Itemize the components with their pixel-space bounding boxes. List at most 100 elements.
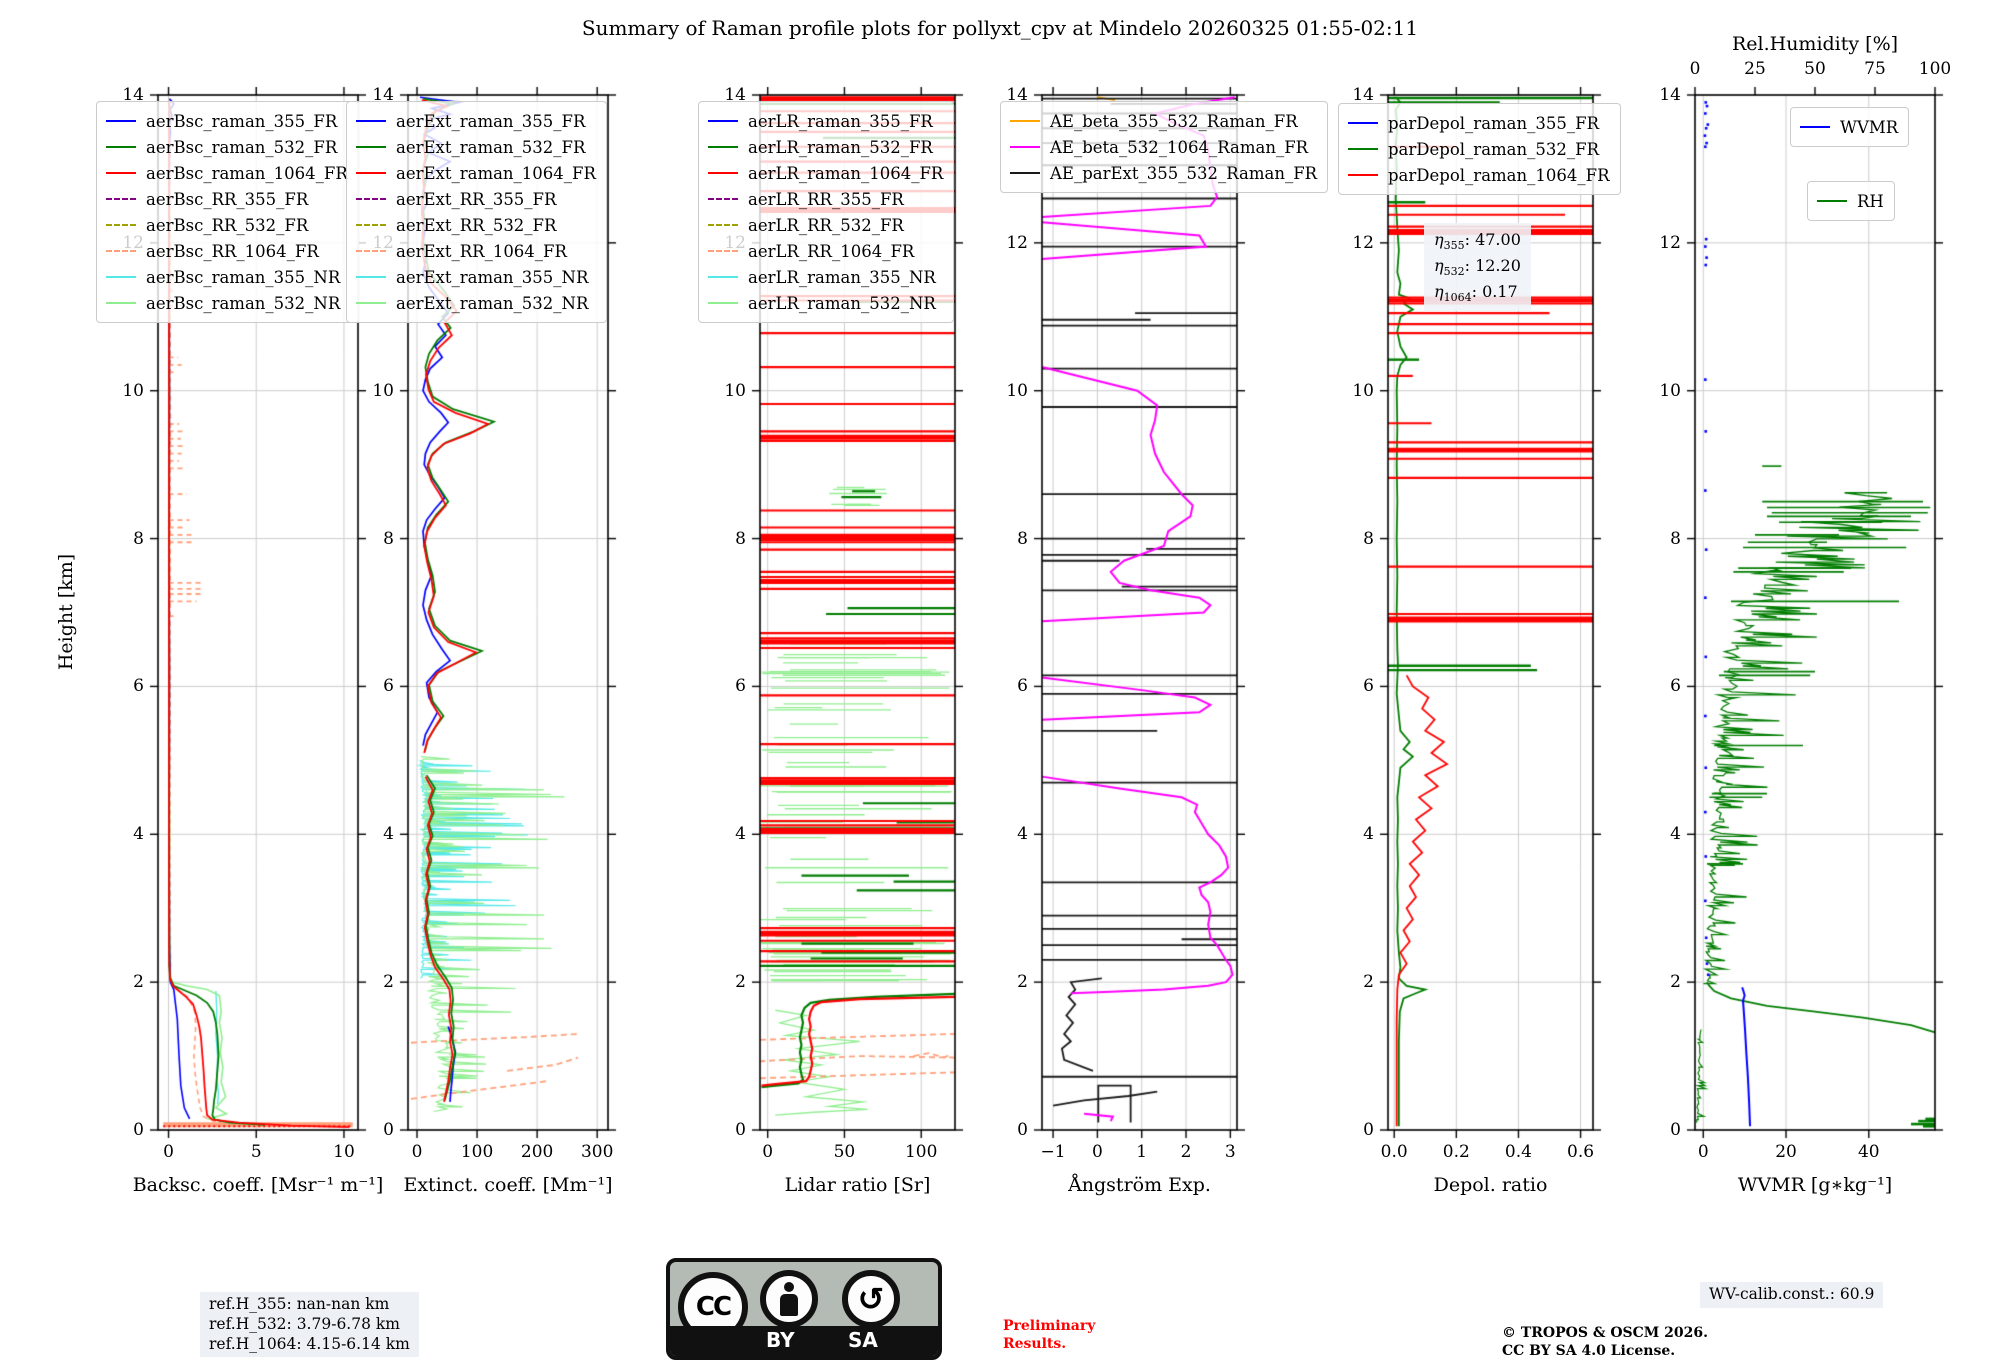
x-tick-label: 0.0: [1380, 1142, 1408, 1162]
y-tick-label: 6: [1363, 676, 1374, 697]
legend-line-swatch: [708, 146, 738, 148]
y-tick-label: 12: [1352, 232, 1374, 253]
legend-line-swatch: [356, 302, 386, 304]
x-tick-label: 50: [833, 1142, 856, 1162]
legend-line-swatch: [708, 198, 738, 200]
share-alike-arrow-glyph: ↺: [857, 1280, 885, 1318]
legend-line-swatch: [356, 120, 386, 122]
x-tick-label: 0.6: [1567, 1142, 1595, 1162]
x-tick-label: 2: [1180, 1142, 1192, 1162]
x-axis-label-depol: Depol. ratio: [1433, 1174, 1548, 1196]
cc-license-badge[interactable]: CC ↺ BY SA: [666, 1258, 942, 1360]
legend-line-swatch: [356, 224, 386, 226]
legend-label: parDepol_raman_355_FR: [1388, 113, 1600, 133]
legend-label: aerBsc_raman_1064_FR: [146, 163, 348, 183]
cc-by-label: BY: [766, 1328, 795, 1352]
top-tick-label: 100: [1918, 59, 1952, 79]
legend-label: aerLR_raman_1064_FR: [748, 163, 944, 183]
y-tick-label: 8: [1017, 528, 1028, 549]
plot-lidar_ratio: 02468101214050100Lidar ratio [Sr]aerLR_r…: [698, 79, 971, 1196]
y-tick-label: 2: [133, 972, 144, 993]
legend-item: aerBsc_RR_532_FR: [106, 212, 348, 238]
x-axis-label-extinction: Extinct. coeff. [Mm⁻¹]: [403, 1174, 613, 1196]
legend-line-swatch: [708, 224, 738, 226]
y-tick-label: 4: [1670, 824, 1681, 845]
legend-item: AE_parExt_355_532_Raman_FR: [1010, 160, 1317, 186]
copyright-line2: CC BY SA 4.0 License.: [1502, 1342, 1676, 1359]
legend-label: aerExt_RR_532_FR: [396, 215, 557, 235]
legend-item: AE_beta_532_1064_Raman_FR: [1010, 134, 1317, 160]
y-tick-label: 10: [1006, 380, 1028, 401]
legend-line-swatch: [356, 146, 386, 148]
legend-depol: parDepol_raman_355_FR parDepol_raman_532_…: [1338, 103, 1621, 195]
y-tick-label: 4: [383, 824, 394, 845]
legend-line-swatch: [106, 302, 136, 304]
wv-calibration-note: WV-calib.const.: 60.9: [1700, 1282, 1884, 1308]
legend-line-swatch: [708, 172, 738, 174]
x-tick-label: 0: [411, 1142, 423, 1162]
eta-line: η355: 47.00: [1434, 228, 1521, 254]
x-tick-label: 0.4: [1504, 1142, 1532, 1162]
y-tick-label: 8: [383, 528, 394, 549]
legend-angstrom: AE_beta_355_532_Raman_FR AE_beta_532_1064…: [1000, 101, 1329, 193]
plot-canvas-angstrom: [1026, 79, 1253, 1146]
x-tick-label: 300: [580, 1142, 614, 1162]
x-tick-label: 0: [762, 1142, 774, 1162]
legend-label: aerExt_RR_1064_FR: [396, 241, 567, 261]
y-tick-label: 0: [1363, 1120, 1374, 1140]
y-tick-label: 6: [1017, 676, 1028, 697]
legend-item: aerExt_RR_1064_FR: [356, 238, 596, 264]
legend-line-swatch: [1817, 200, 1847, 202]
y-tick-label: 2: [1017, 972, 1028, 993]
legend-lidar_ratio: aerLR_raman_355_FR aerLR_raman_532_FR aerL…: [698, 101, 955, 323]
legend-extinction: aerExt_raman_355_FR aerExt_raman_532_FR ae…: [346, 101, 607, 323]
legend-label: parDepol_raman_1064_FR: [1388, 165, 1610, 185]
legend-label: aerLR_RR_355_FR: [748, 189, 904, 209]
x-tick-label: 100: [460, 1142, 494, 1162]
eta-value: : 47.00: [1464, 230, 1521, 249]
reference-heights-box: ref.H_355: nan-nan km ref.H_532: 3.79-6.…: [200, 1292, 419, 1358]
y-tick-label: 2: [383, 972, 394, 993]
legend-item: aerExt_RR_355_FR: [356, 186, 596, 212]
legend-item: aerLR_RR_1064_FR: [708, 238, 943, 264]
eta-subscript: 1064: [1443, 291, 1472, 305]
x-tick-label: 0: [163, 1142, 174, 1162]
y-tick-label: 14: [724, 85, 746, 105]
x-tick-label: 1: [1136, 1142, 1148, 1162]
legend-item: aerExt_raman_532_NR: [356, 290, 596, 316]
top-tick-label: 25: [1744, 59, 1766, 79]
legend-line-swatch: [106, 276, 136, 278]
legend-label: AE_beta_355_532_Raman_FR: [1050, 111, 1298, 131]
x-axis-label-wvmr: WVMR [g∗kg⁻¹]: [1737, 1174, 1893, 1196]
legend-item: aerBsc_raman_532_NR: [106, 290, 348, 316]
legend-label: aerLR_raman_355_FR: [748, 111, 933, 131]
y-tick-label: 0: [133, 1120, 144, 1140]
eta-line: η1064: 0.17: [1434, 280, 1521, 306]
preliminary-line2: Results.: [1003, 1335, 1067, 1352]
y-tick-label: 6: [383, 676, 394, 697]
y-tick-label: 10: [372, 380, 394, 401]
legend-line-swatch: [106, 250, 136, 252]
legend-label: AE_parExt_355_532_Raman_FR: [1050, 163, 1318, 183]
y-tick-label: 0: [1017, 1120, 1028, 1140]
legend-label: aerBsc_RR_355_FR: [146, 189, 309, 209]
legend-item: RH: [1817, 188, 1884, 214]
legend-item: aerLR_raman_532_NR: [708, 290, 943, 316]
legend-label: aerLR_RR_532_FR: [748, 215, 904, 235]
y-tick-label: 14: [1659, 85, 1681, 105]
x-tick-label: 0.2: [1442, 1142, 1470, 1162]
legend-line-swatch: [708, 120, 738, 122]
eta-line: η532: 12.20: [1434, 254, 1521, 280]
legend-line-swatch: [1010, 120, 1040, 122]
legend-label: aerBsc_RR_1064_FR: [146, 241, 319, 261]
y-tick-label: 10: [1352, 380, 1374, 401]
y-tick-label: 6: [133, 676, 144, 697]
preliminary-line1: Preliminary: [1003, 1318, 1096, 1334]
legend-label: aerBsc_raman_355_NR: [146, 267, 341, 287]
legend-label: aerExt_raman_1064_FR: [396, 163, 596, 183]
x-axis-label-lidar_ratio: Lidar ratio [Sr]: [784, 1174, 931, 1196]
legend-item: aerExt_RR_532_FR: [356, 212, 596, 238]
x-tick-label: 3: [1224, 1142, 1236, 1162]
eta-symbol: η: [1434, 230, 1444, 249]
